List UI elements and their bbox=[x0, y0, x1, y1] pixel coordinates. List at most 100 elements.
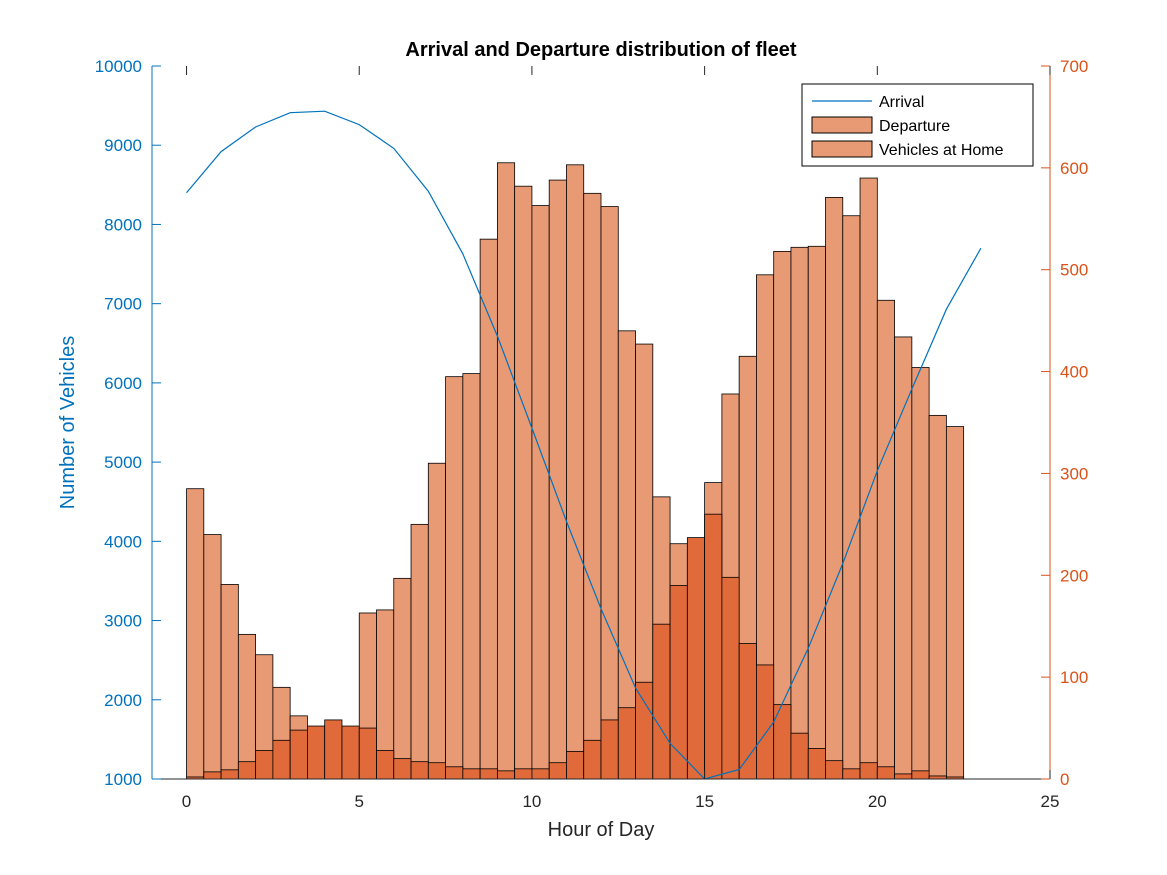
departure-bar-24 bbox=[600, 206, 619, 780]
vehicles-at-home-bar-41 bbox=[894, 773, 913, 780]
departure-bar-1 bbox=[203, 534, 222, 780]
vehicles-at-home-bar-23 bbox=[583, 739, 602, 780]
departure-bar-36 bbox=[807, 245, 826, 780]
departure-bar-22 bbox=[566, 164, 585, 780]
vehicles-at-home-bar-36 bbox=[807, 748, 826, 780]
departure-bar-40 bbox=[876, 299, 895, 780]
departure-bar-0 bbox=[186, 488, 205, 780]
y-left-tick-label-8000: 8000 bbox=[104, 215, 142, 234]
departure-bar-37 bbox=[825, 196, 844, 780]
departure-bar-12 bbox=[393, 577, 412, 780]
y-left-tick-label-2000: 2000 bbox=[104, 691, 142, 710]
legend-arrival-label: Arrival bbox=[879, 94, 924, 111]
legend-vehicles-at-home-swatch bbox=[811, 140, 873, 158]
departure-bar-18 bbox=[496, 162, 516, 780]
vehicles-at-home-bars bbox=[186, 513, 965, 780]
vehicles-at-home-bar-42 bbox=[911, 770, 930, 780]
vehicles-at-home-bar-5 bbox=[272, 739, 291, 780]
departure-bar-14 bbox=[427, 462, 446, 780]
vehicles-at-home-bar-26 bbox=[635, 681, 654, 780]
departure-bar-13 bbox=[410, 523, 429, 780]
departure-bar-38 bbox=[842, 215, 861, 780]
departure-bar-43 bbox=[928, 414, 947, 780]
y-right-tick-label-700: 700 bbox=[1060, 57, 1088, 76]
y-left-tick-label-7000: 7000 bbox=[104, 295, 142, 314]
y-left-tick-label-9000: 9000 bbox=[104, 136, 142, 155]
chart-title: Arrival and Departure distribution of fl… bbox=[405, 39, 797, 61]
x-tick-label-25: 25 bbox=[1041, 792, 1060, 811]
y-left-tick-label-4000: 4000 bbox=[104, 532, 142, 551]
vehicles-at-home-bar-18 bbox=[496, 770, 516, 780]
vehicles-at-home-bar-11 bbox=[376, 750, 395, 780]
vehicles-at-home-bar-21 bbox=[548, 762, 567, 780]
y-right-tick-label-400: 400 bbox=[1060, 363, 1088, 382]
vehicles-at-home-bar-27 bbox=[652, 623, 671, 780]
vehicles-at-home-bar-28 bbox=[669, 585, 688, 780]
x-axis-label: Hour of Day bbox=[548, 819, 655, 841]
vehicles-at-home-bar-12 bbox=[393, 758, 412, 780]
departure-bar-15 bbox=[445, 376, 464, 780]
y-right-tick-label-600: 600 bbox=[1060, 159, 1088, 178]
vehicles-at-home-bar-1 bbox=[203, 771, 222, 780]
vehicles-at-home-bar-3 bbox=[237, 761, 257, 780]
vehicles-at-home-bar-16 bbox=[462, 768, 481, 780]
legend-departure-label: Departure bbox=[879, 118, 950, 135]
vehicles-at-home-bar-37 bbox=[825, 760, 844, 780]
vehicles-at-home-bar-7 bbox=[307, 725, 326, 780]
vehicles-at-home-bar-8 bbox=[324, 719, 343, 780]
vehicles-at-home-bar-30 bbox=[704, 513, 723, 780]
y-right-tick-label-100: 100 bbox=[1060, 668, 1088, 687]
x-tick-label-10: 10 bbox=[522, 792, 541, 811]
departure-bar-35 bbox=[790, 246, 809, 780]
vehicles-at-home-bar-15 bbox=[445, 766, 464, 780]
vehicles-at-home-bar-20 bbox=[531, 768, 550, 780]
departure-bar-19 bbox=[514, 185, 533, 780]
y-axis-label-left: Number of Vehicles bbox=[57, 336, 79, 509]
axes: 0 5 10 15 20 25100020003000400050006000700080… bbox=[95, 57, 1089, 811]
vehicles-at-home-bar-22 bbox=[566, 751, 585, 780]
vehicles-at-home-bar-2 bbox=[220, 769, 239, 780]
vehicles-at-home-bar-13 bbox=[410, 761, 429, 780]
vehicles-at-home-bar-40 bbox=[876, 766, 895, 780]
y-left-tick-label-3000: 3000 bbox=[104, 612, 142, 631]
departure-bar-21 bbox=[548, 179, 567, 780]
departure-bar-20 bbox=[531, 205, 550, 780]
y-left-tick-label-6000: 6000 bbox=[104, 374, 142, 393]
vehicles-at-home-bar-38 bbox=[842, 768, 861, 780]
vehicles-at-home-bar-17 bbox=[479, 768, 498, 780]
legend-vehicles-at-home-label: Vehicles at Home bbox=[879, 142, 1004, 159]
vehicles-at-home-bar-24 bbox=[600, 719, 619, 780]
departure-bar-16 bbox=[462, 373, 481, 780]
legend: Arrival Departure Vehicles at Home bbox=[801, 83, 1034, 167]
x-tick-label-20: 20 bbox=[868, 792, 887, 811]
vehicles-at-home-bar-31 bbox=[721, 576, 740, 780]
departure-bar-34 bbox=[773, 250, 792, 780]
vehicles-at-home-bar-14 bbox=[427, 762, 446, 780]
x-tick-label-0: 0 bbox=[182, 792, 191, 811]
vehicles-at-home-bar-35 bbox=[790, 732, 809, 780]
x-tick-label-15: 15 bbox=[695, 792, 714, 811]
vehicles-at-home-bar-19 bbox=[514, 768, 533, 780]
x-tick-label-5: 5 bbox=[354, 792, 363, 811]
legend-departure-swatch bbox=[811, 116, 873, 134]
y-right-tick-label-0: 0 bbox=[1060, 770, 1069, 789]
vehicles-at-home-bar-10 bbox=[358, 727, 377, 780]
y-left-tick-label-1000: 1000 bbox=[104, 770, 142, 789]
departure-bar-42 bbox=[911, 367, 930, 780]
y-right-tick-label-200: 200 bbox=[1060, 566, 1088, 585]
y-right-tick-label-500: 500 bbox=[1060, 261, 1088, 280]
y-left-tick-label-5000: 5000 bbox=[104, 453, 142, 472]
vehicles-at-home-bar-29 bbox=[686, 537, 706, 780]
y-right-tick-label-300: 300 bbox=[1060, 464, 1088, 483]
departure-bar-17 bbox=[479, 238, 498, 780]
vehicles-at-home-bar-4 bbox=[255, 750, 274, 780]
vehicles-at-home-bar-6 bbox=[289, 729, 308, 780]
departure-bar-23 bbox=[583, 192, 602, 780]
vehicles-at-home-bar-25 bbox=[617, 707, 636, 780]
y-left-tick-label-10000: 10000 bbox=[95, 57, 142, 76]
vehicles-at-home-bar-9 bbox=[341, 725, 360, 780]
departure-bar-2 bbox=[220, 584, 239, 780]
vehicles-at-home-bar-33 bbox=[756, 664, 775, 780]
arrival-line bbox=[186, 110, 982, 780]
